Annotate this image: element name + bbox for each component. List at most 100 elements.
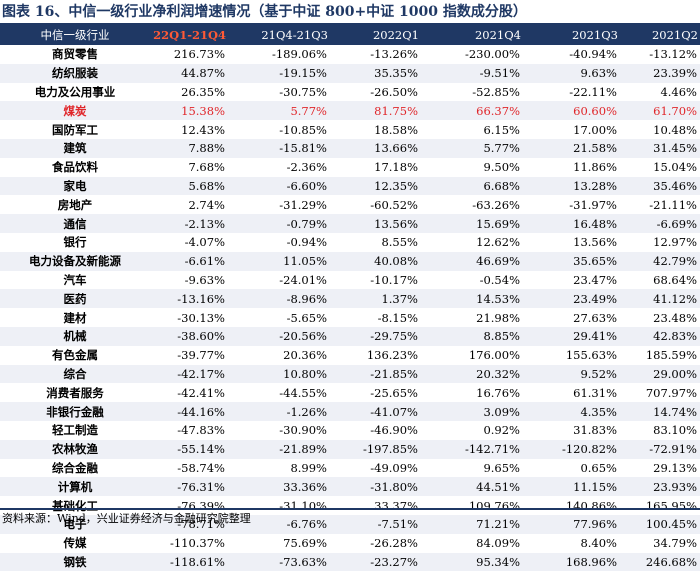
growth-value: 27.63% bbox=[573, 310, 617, 325]
growth-value: -6.69% bbox=[620, 214, 700, 233]
growth-value: -25.65% bbox=[370, 385, 418, 400]
growth-value: 6.15% bbox=[483, 122, 520, 137]
growth-value: -30.75% bbox=[279, 84, 327, 99]
growth-value: 68.64% bbox=[653, 272, 697, 287]
growth-value: -44.16% bbox=[150, 402, 228, 421]
growth-value: 0.92% bbox=[483, 423, 520, 438]
growth-value: 23.93% bbox=[620, 477, 700, 497]
growth-value: 29.00% bbox=[620, 364, 700, 384]
growth-value: -76.31% bbox=[150, 477, 228, 497]
industry-name: 建材 bbox=[63, 310, 87, 325]
industry-name: 计算机 bbox=[0, 477, 150, 497]
growth-value: -26.50% bbox=[370, 84, 418, 99]
growth-value: 16.76% bbox=[476, 385, 520, 400]
growth-value: -31.29% bbox=[279, 197, 327, 212]
table-row: 电力设备及新能源 -6.61% 11.05% 40.08% 46.69% 35.65% 42… bbox=[0, 251, 700, 271]
table-row: 纺织服装 44.87% -19.15% 35.35% -9.51% 9.63% 23.39% bbox=[0, 63, 700, 83]
growth-value: 42.83% bbox=[620, 326, 700, 346]
growth-value: 155.63% bbox=[565, 348, 617, 363]
header-2021q4: 2021Q4 bbox=[421, 25, 523, 45]
industry-name: 房地产 bbox=[57, 197, 93, 212]
growth-value: -31.80% bbox=[330, 477, 421, 497]
header-22q1-21q4: 22Q1-21Q4 bbox=[150, 25, 228, 45]
source-note: 资料来源：Wind，兴业证券经济与金融研究院整理 bbox=[2, 512, 251, 525]
table-body: 商贸零售 216.73% -189.06% -13.26% -230.00% -40.94… bbox=[0, 45, 700, 571]
industry-name: 机械 bbox=[0, 326, 150, 346]
industry-name: 煤炭 bbox=[0, 101, 150, 121]
growth-value: -40.94% bbox=[569, 47, 617, 62]
growth-value: -73.63% bbox=[228, 552, 330, 571]
table-row: 建筑 7.88% -15.81% 13.66% 5.77% 21.58% 31.45% bbox=[0, 138, 700, 158]
growth-value: -230.00% bbox=[464, 47, 520, 62]
growth-value: 44.51% bbox=[421, 477, 523, 497]
growth-value: -0.54% bbox=[479, 272, 520, 287]
growth-value: -2.36% bbox=[286, 160, 327, 175]
growth-value: 7.68% bbox=[188, 160, 225, 175]
growth-value: 75.69% bbox=[283, 536, 327, 551]
industry-name: 有色金属 bbox=[52, 348, 98, 363]
growth-value: 13.56% bbox=[573, 235, 617, 250]
growth-value: 23.39% bbox=[620, 63, 700, 83]
table-row: 传媒 -110.37% 75.69% -26.28% 84.09% 8.40% 34.79% bbox=[0, 534, 700, 553]
growth-value: -13.12% bbox=[649, 47, 697, 62]
industry-name: 钢铁 bbox=[0, 552, 150, 571]
table-row: 电力及公用事业 26.35% -30.75% -26.50% -52.85% -22.11… bbox=[0, 83, 700, 102]
table-row: 综合 -42.17% 10.80% -21.85% 20.32% 9.52% 29.00% bbox=[0, 364, 700, 384]
bottom-divider bbox=[0, 508, 700, 510]
industry-name: 家电 bbox=[0, 176, 150, 196]
table-row: 家电 5.68% -6.60% 12.35% 6.68% 13.28% 35.46% bbox=[0, 176, 700, 196]
growth-value: -38.60% bbox=[150, 326, 228, 346]
table-row: 煤炭 15.38% 5.77% 81.75% 66.37% 60.60% 61.70% bbox=[0, 101, 700, 121]
growth-value: 20.32% bbox=[421, 364, 523, 384]
growth-value: 10.80% bbox=[228, 364, 330, 384]
growth-value: -21.89% bbox=[228, 439, 330, 459]
growth-value: 33.37% bbox=[374, 498, 418, 513]
growth-value: 136.23% bbox=[366, 348, 418, 363]
growth-value: 15.69% bbox=[421, 214, 523, 233]
industry-name: 电力设备及新能源 bbox=[0, 251, 150, 271]
growth-value: -26.28% bbox=[370, 536, 418, 551]
growth-value: 100.45% bbox=[620, 514, 700, 534]
growth-value: -72.91% bbox=[620, 439, 700, 459]
growth-value: -120.82% bbox=[523, 439, 620, 459]
growth-value: 60.60% bbox=[523, 101, 620, 121]
growth-value: 246.68% bbox=[620, 552, 700, 571]
industry-name: 医药 bbox=[0, 289, 150, 309]
growth-value: 9.63% bbox=[523, 63, 620, 83]
growth-value: 17.00% bbox=[573, 122, 617, 137]
growth-value: 5.77% bbox=[421, 138, 523, 158]
table-row: 通信 -2.13% -0.79% 13.56% 15.69% 16.48% -6.69% bbox=[0, 214, 700, 233]
growth-value: 13.66% bbox=[330, 138, 421, 158]
growth-value: 46.69% bbox=[421, 251, 523, 271]
industry-name: 消费者服务 bbox=[46, 385, 104, 400]
growth-value: 21.98% bbox=[476, 310, 520, 325]
growth-value: 17.18% bbox=[374, 160, 418, 175]
industry-name: 通信 bbox=[0, 214, 150, 233]
growth-value: 35.46% bbox=[620, 176, 700, 196]
growth-value: -15.81% bbox=[228, 138, 330, 158]
table-row: 有色金属 -39.77% 20.36% 136.23% 176.00% 155.63% 18… bbox=[0, 346, 700, 365]
growth-value: -23.27% bbox=[330, 552, 421, 571]
growth-value: 9.65% bbox=[483, 460, 520, 475]
table-row: 消费者服务 -42.41% -44.55% -25.65% 16.76% 61.31% 70… bbox=[0, 383, 700, 402]
growth-value: 61.31% bbox=[573, 385, 617, 400]
growth-value: 29.41% bbox=[523, 326, 620, 346]
growth-value: 12.97% bbox=[653, 235, 697, 250]
growth-value: -29.75% bbox=[330, 326, 421, 346]
growth-value: -9.51% bbox=[421, 63, 523, 83]
industry-name: 国防军工 bbox=[52, 122, 98, 137]
table-row: 农林牧渔 -55.14% -21.89% -197.85% -142.71% -120.8… bbox=[0, 439, 700, 459]
growth-value: 12.62% bbox=[476, 235, 520, 250]
industry-name: 综合 bbox=[0, 364, 150, 384]
growth-value: 71.21% bbox=[421, 514, 523, 534]
growth-value: 185.59% bbox=[645, 348, 697, 363]
growth-value: 2.74% bbox=[188, 197, 225, 212]
growth-value: 10.48% bbox=[653, 122, 697, 137]
growth-value: 3.09% bbox=[421, 402, 523, 421]
growth-value: -189.06% bbox=[271, 47, 327, 62]
growth-value: 40.08% bbox=[330, 251, 421, 271]
growth-value: -197.85% bbox=[330, 439, 421, 459]
growth-value: 109.76% bbox=[468, 498, 520, 513]
growth-value: 176.00% bbox=[468, 348, 520, 363]
growth-value: -13.26% bbox=[370, 47, 418, 62]
